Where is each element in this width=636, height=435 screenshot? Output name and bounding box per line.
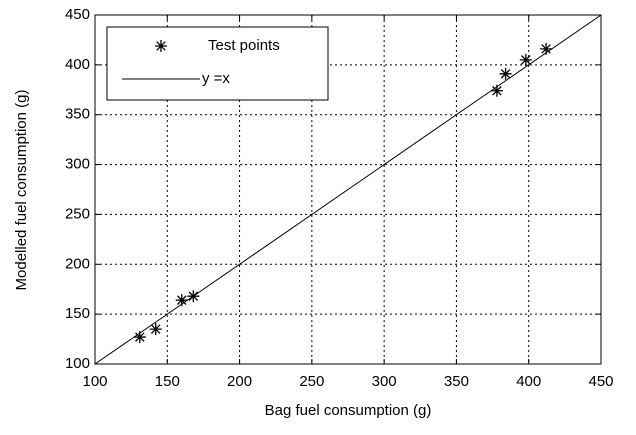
x-tick-label: 150: [155, 373, 180, 390]
y-tick-label: 100: [65, 355, 90, 372]
point: [519, 53, 532, 66]
legend-label: y =x: [202, 70, 230, 87]
x-tick-label: 100: [82, 373, 107, 390]
legend-marker: [155, 40, 167, 52]
x-tick-label: 200: [227, 373, 252, 390]
line: [94, 14, 602, 365]
point: [540, 42, 553, 55]
x-tick-label: 350: [444, 373, 469, 390]
y-tick-label: 150: [65, 305, 90, 322]
x-tick-label: 250: [299, 373, 324, 390]
x-tick-label: 400: [516, 373, 541, 390]
y-tick-label: 450: [65, 6, 90, 23]
x-tick-label: 450: [588, 373, 613, 390]
point: [490, 84, 503, 97]
y-tick-label: 250: [65, 205, 90, 222]
y-tick-label: 400: [65, 56, 90, 73]
point: [175, 294, 188, 307]
legend-label: Test points: [208, 37, 280, 54]
y-tick-label: 300: [65, 156, 90, 173]
x-axis-label: Bag fuel consumption (g): [265, 402, 432, 419]
plot-frame: [94, 14, 602, 365]
x-tick-label: 300: [372, 373, 397, 390]
y-tick-label: 200: [65, 255, 90, 272]
y-tick-label: 350: [65, 106, 90, 123]
point: [133, 331, 146, 344]
y-axis-label: Modelled fuel consumption (g): [13, 90, 30, 291]
point: [499, 67, 512, 80]
point: [149, 323, 162, 336]
legend-box: [106, 26, 329, 101]
